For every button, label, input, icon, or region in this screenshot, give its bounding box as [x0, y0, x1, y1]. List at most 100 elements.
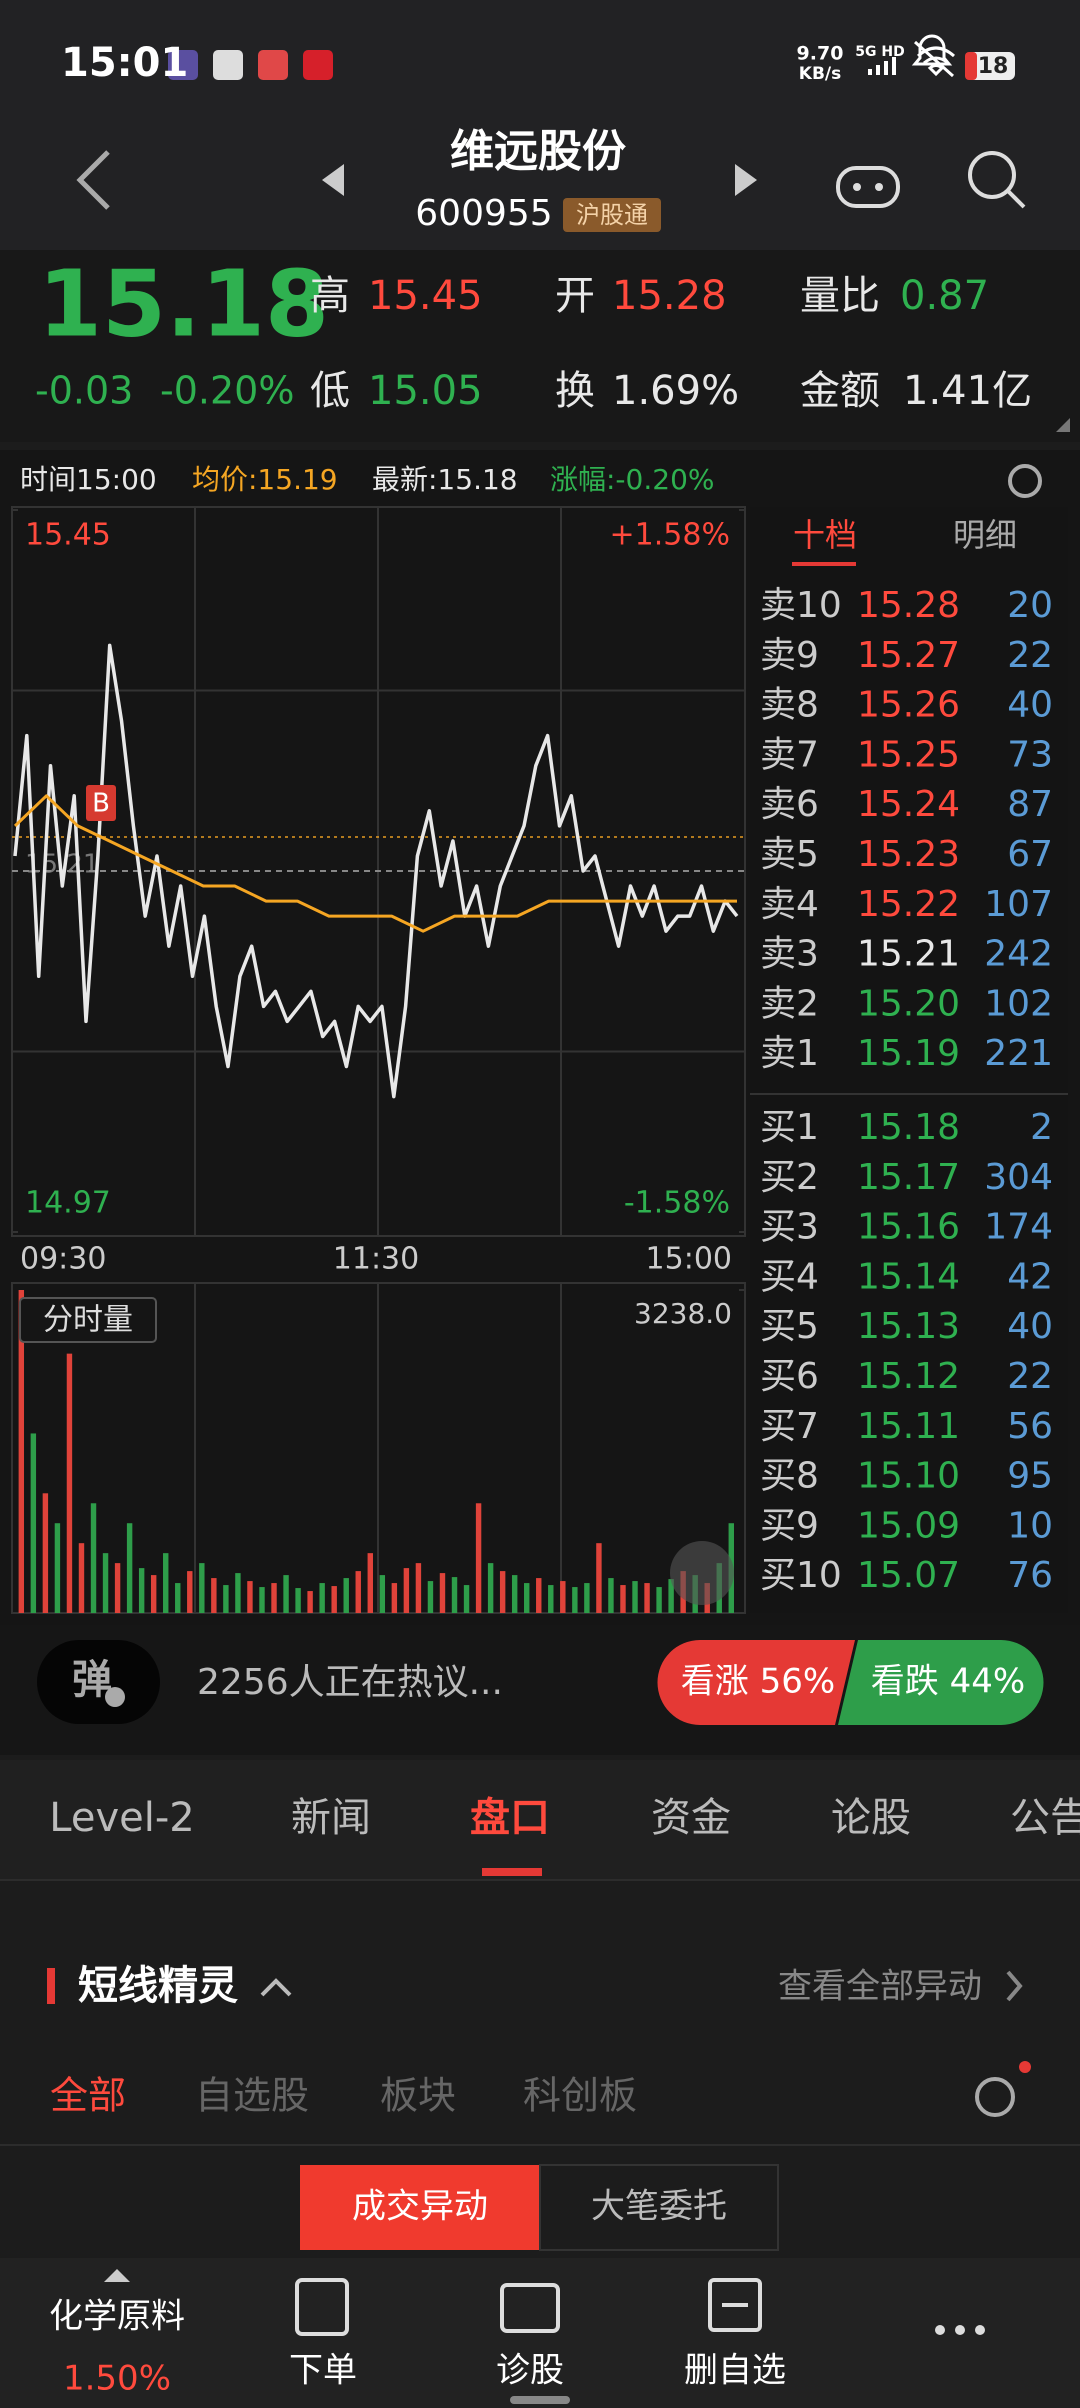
net-speed-unit: KB/s	[799, 64, 841, 84]
book-volume: 40	[1007, 1306, 1053, 1347]
volume-bar	[439, 1573, 446, 1613]
book-price: 15.21	[857, 934, 960, 975]
book-price: 15.20	[857, 983, 960, 1024]
nav-item[interactable]: 诊股	[496, 2351, 564, 2391]
buy-marker-text: B	[92, 789, 110, 819]
volume-title: 分时量	[43, 1303, 133, 1338]
button-text: 成交异动	[352, 2187, 488, 2227]
next-stock[interactable]	[735, 164, 757, 196]
collapse-icon[interactable]	[260, 1978, 292, 1997]
tab[interactable]: 盘口	[470, 1795, 550, 1841]
book-volume: 20	[1007, 585, 1053, 626]
book-level: 卖10	[760, 585, 842, 626]
volume-bar	[319, 1583, 325, 1613]
link-arrow[interactable]	[1006, 1970, 1023, 2002]
volume-bar	[211, 1578, 217, 1613]
book-volume: 107	[984, 884, 1053, 925]
book-volume: 42	[1007, 1256, 1053, 1297]
tab[interactable]: 公告	[1010, 1795, 1080, 1841]
book-price: 15.10	[857, 1456, 960, 1497]
book-level: 卖7	[760, 734, 819, 775]
book-level: 卖3	[760, 934, 819, 975]
bear-button[interactable]	[838, 1640, 1044, 1726]
book-price: 15.24	[857, 784, 960, 825]
book-volume: 102	[984, 983, 1053, 1024]
tab[interactable]: 资金	[651, 1795, 731, 1841]
volume-bar	[415, 1563, 422, 1613]
book-price: 15.19	[857, 1033, 960, 1074]
book-level: 卖9	[760, 635, 819, 676]
order-icon[interactable]	[295, 2278, 349, 2336]
book-level: 买5	[760, 1306, 819, 1347]
book-tab[interactable]: 十档	[793, 516, 857, 554]
back-button[interactable]	[76, 150, 110, 210]
volume-bar	[524, 1583, 530, 1613]
bear-text: 看跌 44%	[871, 1662, 1025, 1702]
volume-title-box	[19, 1297, 157, 1343]
tab[interactable]: 新闻	[291, 1795, 371, 1841]
volume-bar	[463, 1585, 470, 1613]
average-line	[13, 794, 737, 933]
remove-icon[interactable]	[708, 2278, 762, 2332]
amount: 1.41亿	[903, 368, 1032, 414]
bull-button[interactable]	[657, 1640, 856, 1725]
label: 金额	[800, 368, 880, 414]
wifi-icon	[917, 46, 955, 77]
fullscreen-button[interactable]	[670, 1541, 734, 1605]
search-icon[interactable]	[968, 151, 1016, 199]
discussion[interactable]: 2256人正在热议...	[197, 1662, 503, 1703]
filter[interactable]: 板块	[380, 2074, 456, 2118]
price-line	[13, 643, 739, 1099]
badge: 沪股通	[576, 201, 648, 229]
badge-bg	[563, 198, 661, 232]
buy-marker	[86, 785, 116, 821]
book-price: 15.13	[857, 1306, 960, 1347]
button-active[interactable]	[300, 2165, 540, 2250]
volume-bar	[126, 1523, 133, 1613]
volume-bar	[511, 1575, 518, 1613]
filter-settings[interactable]	[975, 2077, 1015, 2117]
danmaku-icon: 弹	[72, 1657, 112, 1703]
tab[interactable]: Level-2	[49, 1795, 194, 1841]
volume-bar	[102, 1553, 109, 1613]
volume-bar	[175, 1583, 181, 1613]
settings-icon[interactable]	[1008, 464, 1042, 498]
prev-stock[interactable]	[322, 164, 344, 196]
section-link[interactable]: 查看全部异动	[778, 1967, 982, 2007]
book-level: 卖8	[760, 685, 819, 726]
section-marker	[47, 1968, 55, 2004]
section-title: 短线精灵	[78, 1963, 238, 2009]
book-volume: 10	[1007, 1505, 1053, 1546]
tab[interactable]: 论股	[831, 1795, 911, 1841]
volume-bar	[187, 1571, 193, 1613]
y-tick-label: 3238.0	[634, 1297, 732, 1330]
filter[interactable]: 科创板	[523, 2074, 637, 2118]
signal-icon	[868, 57, 896, 75]
button[interactable]	[539, 2164, 779, 2251]
filter[interactable]: 全部	[50, 2074, 126, 2118]
filter[interactable]: 自选股	[195, 2074, 309, 2118]
app-icon	[213, 50, 243, 80]
nav-item[interactable]: 下单	[289, 2351, 357, 2391]
label: 换	[555, 368, 595, 414]
book-price: 15.22	[857, 884, 960, 925]
volume-bar	[367, 1553, 373, 1613]
book-level: 买6	[760, 1356, 819, 1397]
label: 低	[310, 368, 350, 414]
book-tab[interactable]: 明细	[953, 516, 1017, 554]
expand-corner[interactable]	[1056, 418, 1070, 432]
nav-item[interactable]: 删自选	[684, 2351, 786, 2391]
app-icon	[258, 50, 288, 80]
volume-bar	[584, 1583, 590, 1613]
bull-text: 看涨 56%	[681, 1662, 835, 1702]
diagnose-icon[interactable]	[500, 2283, 560, 2333]
book-price: 15.28	[857, 585, 960, 626]
book-price: 15.18	[857, 1107, 960, 1148]
more-dot[interactable]	[935, 2325, 945, 2335]
app-icon	[303, 50, 333, 80]
label: 开	[555, 273, 595, 319]
robot-icon[interactable]	[836, 166, 900, 208]
volume-bar	[30, 1433, 37, 1613]
danmaku-button[interactable]	[37, 1640, 160, 1724]
tab-underline	[792, 562, 856, 566]
